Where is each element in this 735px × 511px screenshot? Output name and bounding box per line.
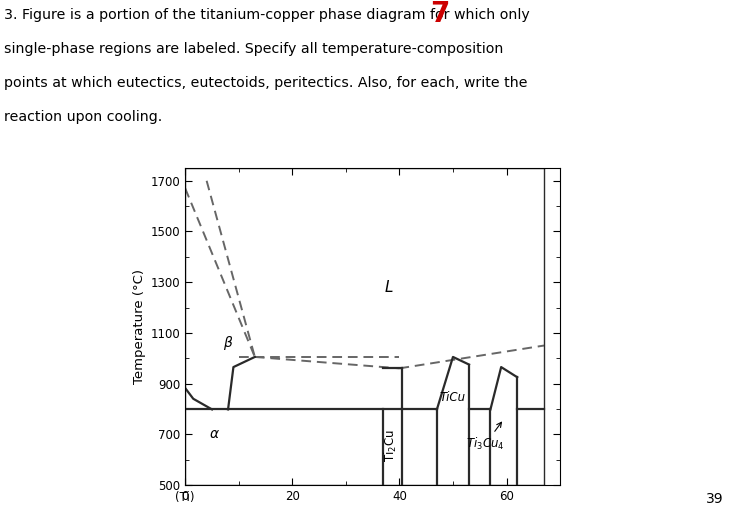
Text: Ti$_2$Cu: Ti$_2$Cu (384, 429, 399, 462)
Text: reaction upon cooling.: reaction upon cooling. (4, 110, 162, 124)
Text: $\alpha$: $\alpha$ (209, 427, 220, 441)
Y-axis label: Temperature (°C): Temperature (°C) (134, 269, 146, 384)
Text: Ti$_3$Cu$_4$: Ti$_3$Cu$_4$ (466, 422, 504, 452)
Text: TiCu: TiCu (440, 391, 466, 404)
Text: 7: 7 (430, 0, 449, 28)
Text: points at which eutectics, eutectoids, peritectics. Also, for each, write the: points at which eutectics, eutectoids, p… (4, 76, 527, 90)
Text: 39: 39 (706, 492, 724, 506)
Text: $L$: $L$ (384, 279, 393, 295)
Text: $\beta$: $\beta$ (223, 334, 233, 352)
Text: (Ti): (Ti) (176, 491, 195, 503)
Text: single-phase regions are labeled. Specify all temperature-composition: single-phase regions are labeled. Specif… (4, 42, 503, 56)
Text: 3. Figure is a portion of the titanium-copper phase diagram for which only: 3. Figure is a portion of the titanium-c… (4, 8, 529, 21)
